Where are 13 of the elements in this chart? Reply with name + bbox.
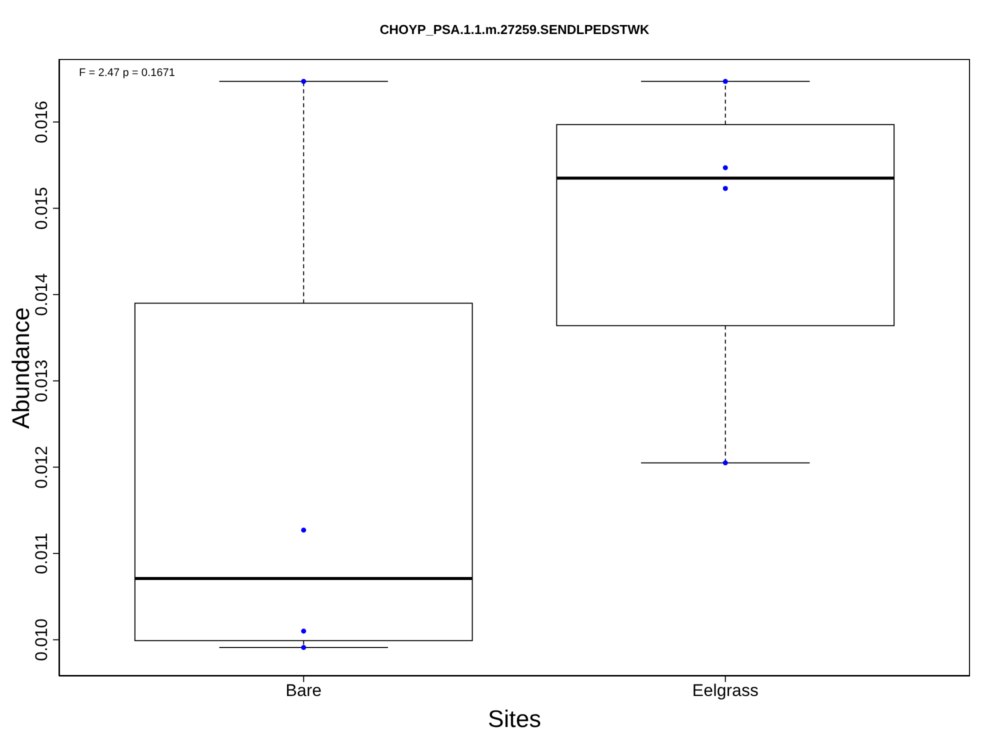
chart-title: CHOYP_PSA.1.1.m.27259.SENDLPEDSTWK xyxy=(378,22,650,37)
y-axis-title: Abundance xyxy=(8,306,35,428)
x-tick-label: Eelgrass xyxy=(692,681,758,700)
x-tick-label: Bare xyxy=(286,681,322,700)
y-tick-label: 0.013 xyxy=(32,360,51,402)
y-tick-label: 0.015 xyxy=(32,187,51,230)
y-tick-label: 0.010 xyxy=(32,618,51,662)
y-tick-label: 0.014 xyxy=(32,273,51,316)
x-axis-title: Sites xyxy=(486,706,542,734)
y-tick-label: 0.012 xyxy=(32,446,51,488)
annotation: F = 2.47 p = 0.1671 xyxy=(79,67,176,79)
y-tick-label: 0.016 xyxy=(32,100,51,144)
y-tick-label: 0.011 xyxy=(32,532,51,574)
